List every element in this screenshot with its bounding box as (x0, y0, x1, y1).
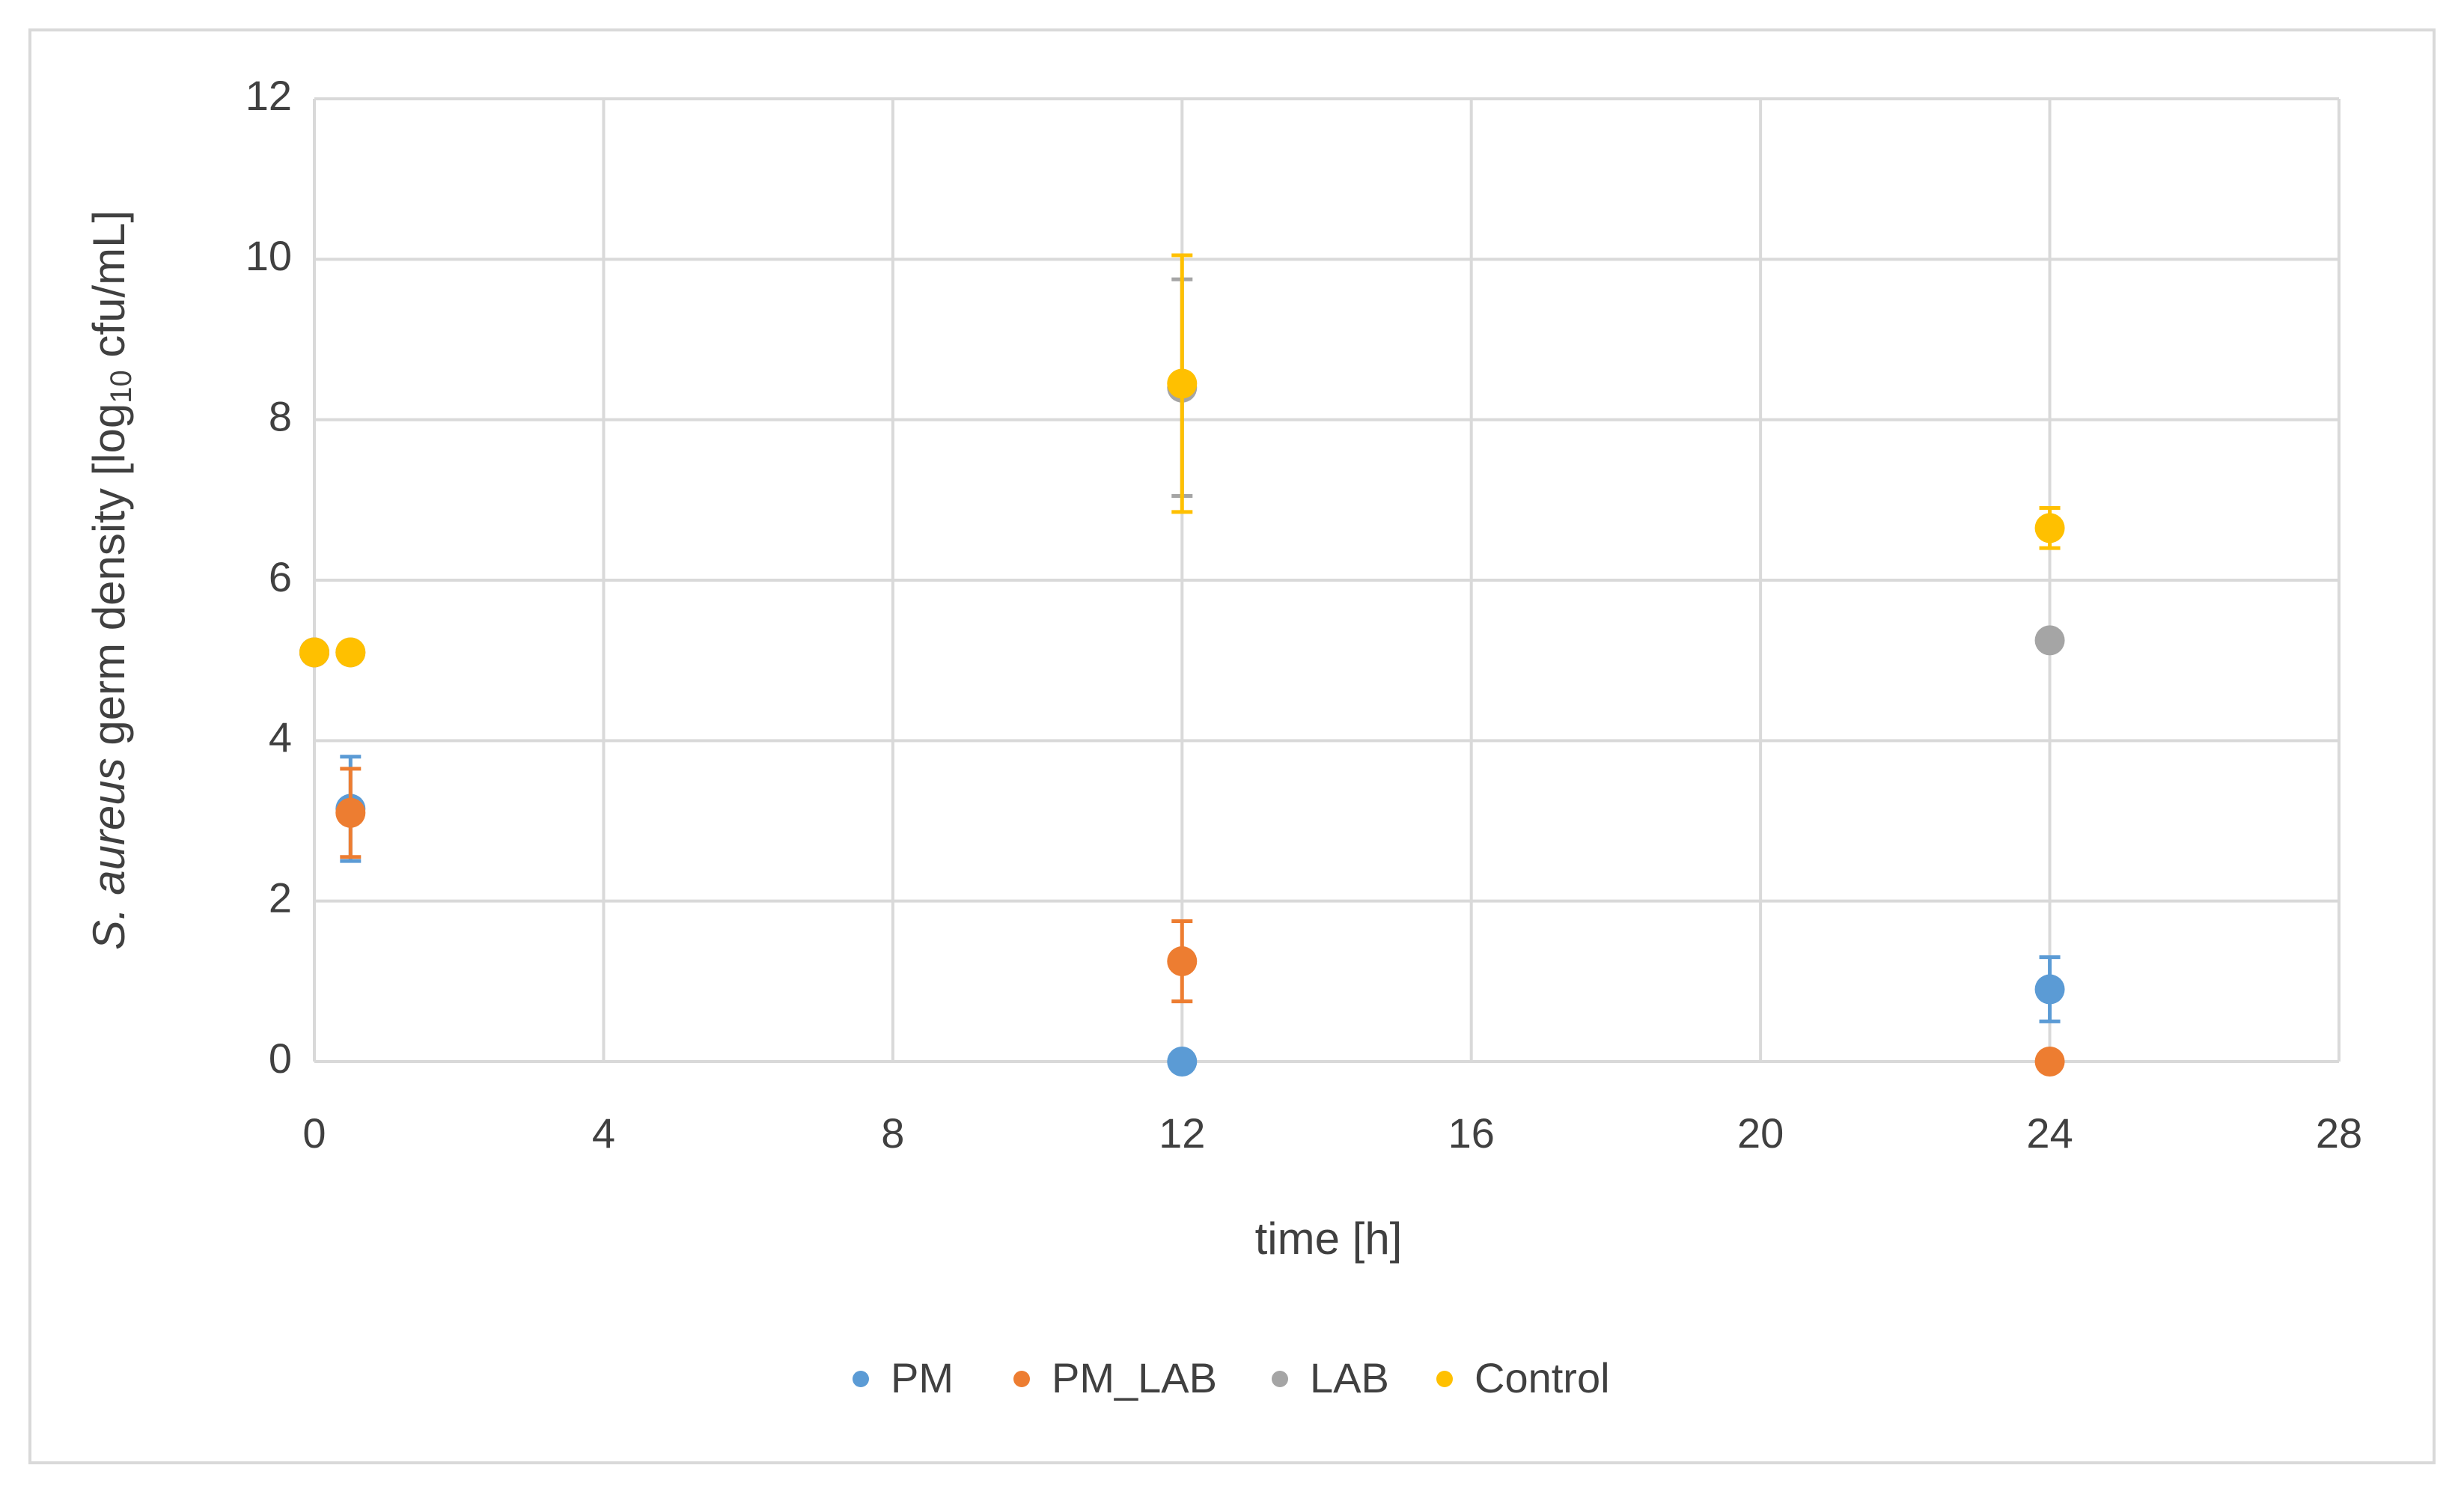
data-point (335, 797, 366, 828)
x-tick-label: 0 (302, 1109, 326, 1157)
y-axis-label: S. aureus germ density [log10 cfu/mL] (84, 210, 138, 950)
legend-label: Control (1475, 1354, 1610, 1401)
y-label-subscript: 10 (105, 370, 138, 404)
y-tick-label: 12 (246, 72, 292, 119)
data-point (1167, 946, 1198, 977)
y-tick-label: 2 (269, 874, 292, 921)
y-label-unit: cfu/mL] (84, 210, 134, 370)
x-tick-label: 28 (2316, 1109, 2362, 1157)
x-tick-label: 12 (1159, 1109, 1205, 1157)
x-tick-label: 4 (592, 1109, 615, 1157)
y-tick-label: 6 (269, 553, 292, 600)
x-tick-label: 8 (881, 1109, 904, 1157)
y-tick-label: 4 (269, 713, 292, 761)
chart-border (28, 28, 2436, 1464)
y-tick-label: 10 (246, 232, 292, 279)
data-point (299, 637, 329, 668)
data-point (2034, 625, 2065, 656)
x-tick-label: 20 (1737, 1109, 1784, 1157)
y-tick-label: 0 (269, 1035, 292, 1082)
y-tick-label: 8 (269, 392, 292, 439)
data-point (1167, 1047, 1198, 1077)
legend-label: PM_LAB (1052, 1354, 1217, 1401)
legend-marker (1436, 1371, 1453, 1387)
legend-marker (1272, 1371, 1288, 1387)
data-point (2034, 1047, 2065, 1077)
data-point (1167, 368, 1198, 399)
y-label-text: germ density [log (84, 404, 134, 758)
x-axis-label: time [h] (1255, 1214, 1403, 1264)
x-tick-label: 24 (2026, 1109, 2073, 1157)
y-label-species: S. aureus (84, 758, 134, 950)
data-point (2034, 513, 2065, 544)
legend-marker (853, 1371, 869, 1387)
legend-label: LAB (1310, 1354, 1389, 1401)
data-point (2034, 974, 2065, 1005)
x-tick-label: 16 (1448, 1109, 1495, 1157)
legend-label: PM (891, 1354, 954, 1401)
legend-marker (1013, 1371, 1030, 1387)
data-point (335, 637, 366, 668)
